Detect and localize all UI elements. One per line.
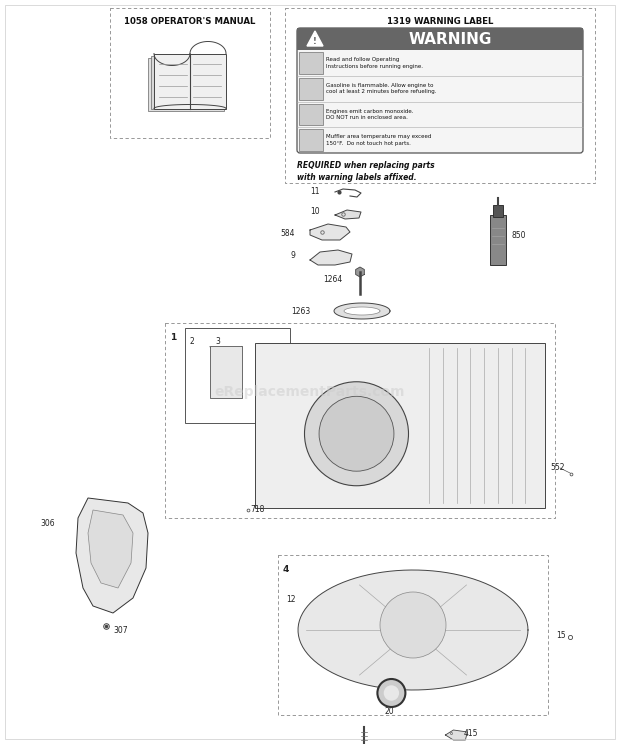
FancyBboxPatch shape (297, 28, 583, 50)
Bar (490, 215, 506, 265)
Bar (151, 56, 225, 109)
Text: WARNING: WARNING (409, 31, 492, 46)
Bar (299, 78, 323, 100)
Text: 552: 552 (550, 464, 564, 472)
Bar (165, 323, 555, 518)
Text: 1319 WARNING LABEL: 1319 WARNING LABEL (387, 16, 493, 25)
Polygon shape (76, 498, 148, 613)
FancyBboxPatch shape (297, 28, 583, 153)
Bar (299, 103, 323, 125)
Text: 850: 850 (512, 231, 526, 240)
Bar (278, 555, 548, 715)
Polygon shape (445, 730, 467, 740)
Text: Muffler area temperature may exceed
150°F.  Do not touch hot parts.: Muffler area temperature may exceed 150°… (326, 135, 432, 146)
Circle shape (380, 592, 446, 658)
Text: REQUIRED when replacing parts
with warning labels affixed.: REQUIRED when replacing parts with warni… (297, 161, 435, 182)
Polygon shape (335, 210, 361, 219)
Text: 11: 11 (311, 187, 320, 196)
Bar (285, 8, 595, 183)
Bar (493, 205, 503, 217)
Bar (255, 343, 545, 508)
Text: 306: 306 (40, 519, 55, 527)
Bar (299, 52, 323, 74)
Circle shape (378, 679, 405, 707)
Bar (148, 57, 224, 111)
Text: eReplacementParts.com: eReplacementParts.com (215, 385, 405, 399)
Polygon shape (310, 224, 350, 240)
Text: 1058 OPERATOR'S MANUAL: 1058 OPERATOR'S MANUAL (125, 16, 255, 25)
Text: Engines emit carbon monoxide.
DO NOT run in enclosed area.: Engines emit carbon monoxide. DO NOT run… (326, 109, 414, 121)
Circle shape (304, 382, 409, 486)
Text: 3: 3 (215, 336, 220, 345)
Text: 10: 10 (311, 208, 320, 217)
Polygon shape (307, 31, 323, 46)
Polygon shape (334, 303, 390, 319)
Text: 1264: 1264 (323, 275, 342, 284)
Text: 415: 415 (463, 728, 478, 737)
Text: 9: 9 (290, 251, 295, 260)
Text: 20: 20 (384, 707, 394, 716)
Circle shape (384, 685, 399, 701)
Circle shape (319, 397, 394, 471)
Polygon shape (310, 250, 352, 265)
Text: Gasoline is flammable. Allow engine to
cool at least 2 minutes before refueling.: Gasoline is flammable. Allow engine to c… (326, 83, 436, 94)
Bar (210, 346, 242, 398)
Text: !: ! (313, 36, 317, 45)
Bar (154, 54, 226, 109)
Bar (297, 28, 583, 50)
Text: Read and follow Operating
Instructions before running engine.: Read and follow Operating Instructions b… (326, 57, 423, 68)
Text: 584: 584 (280, 229, 295, 239)
Polygon shape (356, 267, 365, 277)
Polygon shape (344, 307, 380, 315)
Text: 307: 307 (113, 626, 128, 635)
Text: 1: 1 (170, 333, 176, 341)
Text: 718: 718 (250, 505, 264, 515)
Text: 2: 2 (189, 336, 193, 345)
Bar (185, 328, 290, 423)
Polygon shape (88, 510, 133, 588)
Bar (299, 129, 323, 151)
Text: 4: 4 (283, 565, 290, 574)
Bar (110, 8, 270, 138)
Text: 1263: 1263 (291, 307, 310, 315)
Text: 12: 12 (286, 595, 296, 604)
Polygon shape (298, 570, 528, 690)
Text: 15: 15 (556, 630, 565, 640)
